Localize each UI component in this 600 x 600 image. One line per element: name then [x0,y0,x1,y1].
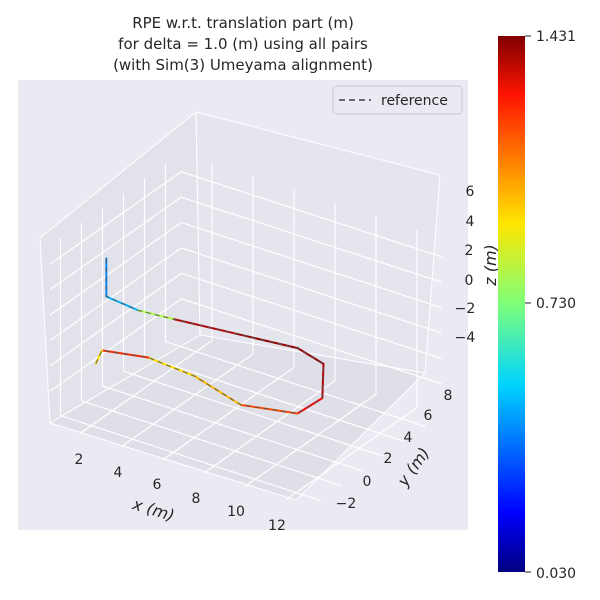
legend: reference [332,85,463,115]
z-tick-label: 4 [466,214,475,230]
z-axis-label: z (m) [481,244,500,287]
z-tick-label: −4 [455,330,476,346]
grid-line [49,247,182,341]
grid-line [121,353,254,447]
grid-line [165,341,427,428]
grid-line [181,272,442,360]
y-tick-label: 2 [384,451,393,467]
grid-line [203,380,336,474]
z-tick-label: 0 [465,273,474,289]
grid-line [162,366,295,461]
chart-title-line-3: (with Sim(3) Umeyama alignment) [113,56,373,74]
y-tick-label: 6 [424,408,433,424]
x-tick-label: 8 [192,491,201,507]
z-axis-ticks: 6 4 2 0 −2 −4 [455,184,476,346]
grid-line [49,171,182,265]
y-tick-label: 0 [363,474,372,490]
x-tick-label: 12 [268,518,286,534]
grid-line [181,221,442,309]
x-axis-ticks: 2 4 6 8 10 12 [75,452,286,534]
grid-line [102,385,364,472]
z-tick-label: 2 [465,243,474,259]
grid-line [181,196,442,283]
grid-line [49,222,182,316]
colorbar-mid-label: 0.730 [536,296,576,312]
grid-line [285,407,418,501]
grid-line [144,355,406,443]
legend-box [332,85,463,115]
y-tick-label: −2 [336,496,357,512]
grid-line [49,196,182,291]
grid-line [60,415,322,502]
y-tick-label: 4 [404,430,413,446]
grid-line [123,370,385,457]
x-tick-label: 10 [227,504,245,520]
y-axis-ticks: −2 0 2 4 6 8 [336,388,453,512]
z-tick-label: 6 [466,184,475,200]
colorbar [498,36,525,572]
colorbar-max-label: 1.431 [536,29,576,45]
chart-title-line-1: RPE w.r.t. translation part (m) [132,14,354,32]
x-tick-label: 6 [153,477,162,493]
chart-title-line-2: for delta = 1.0 (m) using all pairs [118,35,368,53]
grid-line [181,298,442,385]
x-tick-label: 4 [114,465,123,481]
grid-line [81,400,343,487]
colorbar-min-label: 0.030 [536,566,576,582]
grid-line [181,171,442,258]
y-tick-label: 8 [444,388,453,404]
grid-line [49,298,182,392]
grid-line [49,272,182,367]
z-tick-label: −2 [455,301,476,317]
grid-lines [49,162,442,502]
grid-line [181,247,442,334]
grid-line [80,340,213,434]
x-tick-label: 2 [75,452,84,468]
floor-pane [48,334,427,501]
grid-line [244,393,377,488]
legend-label-reference: reference [381,93,448,109]
